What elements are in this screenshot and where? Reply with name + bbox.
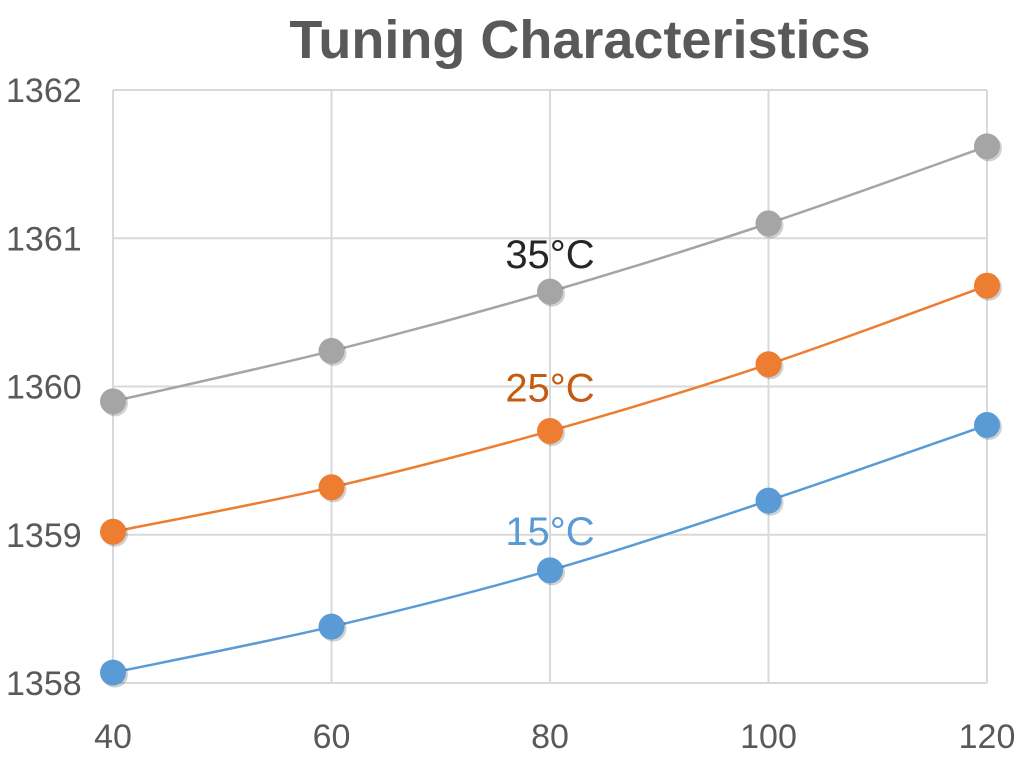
data-point bbox=[537, 417, 563, 444]
data-point bbox=[755, 210, 782, 237]
chart-title: Tuning Characteristics bbox=[289, 10, 870, 70]
series-annotation-label: 35°C bbox=[505, 233, 594, 277]
data-point bbox=[974, 133, 1000, 160]
data-point bbox=[537, 557, 563, 584]
data-point bbox=[318, 337, 345, 364]
x-tick-label: 60 bbox=[313, 718, 351, 756]
y-tick-label: 1359 bbox=[6, 517, 82, 555]
y-axis-tick-labels: 1358 1359 1360 1361 1362 bbox=[6, 72, 82, 703]
series-annotation-label: 25°C bbox=[505, 366, 594, 410]
series-0 bbox=[100, 412, 1002, 688]
x-tick-label: 40 bbox=[94, 718, 132, 756]
x-tick-label: 100 bbox=[740, 718, 797, 756]
data-point bbox=[537, 278, 563, 305]
y-tick-label: 1358 bbox=[6, 665, 82, 703]
data-point bbox=[100, 659, 126, 686]
series-group bbox=[100, 133, 1002, 688]
data-point bbox=[318, 474, 345, 501]
x-tick-label: 120 bbox=[959, 718, 1016, 756]
y-tick-label: 1362 bbox=[6, 72, 82, 110]
series-annotations: 35°C 25°C 15°C bbox=[505, 233, 594, 554]
data-point bbox=[100, 518, 126, 545]
x-tick-label: 80 bbox=[531, 718, 569, 756]
gridlines bbox=[112, 89, 988, 684]
x-axis-tick-labels: 40 60 80 100 120 bbox=[94, 718, 1015, 756]
data-point bbox=[100, 388, 126, 415]
series-2 bbox=[100, 133, 1002, 417]
data-point bbox=[974, 272, 1000, 299]
data-point bbox=[318, 613, 345, 640]
y-tick-label: 1361 bbox=[6, 220, 82, 258]
y-tick-label: 1360 bbox=[6, 369, 82, 407]
data-point bbox=[755, 487, 782, 514]
series-1 bbox=[100, 272, 1002, 547]
data-point bbox=[755, 351, 782, 378]
data-point bbox=[974, 412, 1000, 439]
series-annotation-label: 15°C bbox=[505, 510, 594, 554]
